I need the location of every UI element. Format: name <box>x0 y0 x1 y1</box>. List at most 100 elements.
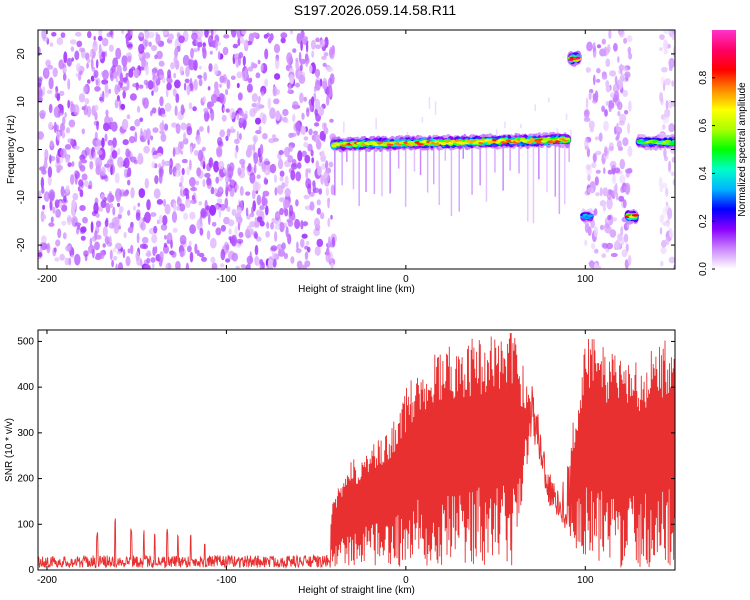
noise-blob <box>626 35 633 43</box>
noise-blob <box>110 121 118 132</box>
noise-blob <box>664 108 671 118</box>
noise-blob <box>185 262 190 269</box>
noise-blob <box>64 144 72 150</box>
noise-blob <box>323 126 329 135</box>
noise-blob <box>279 170 285 177</box>
noise-blob <box>278 249 286 257</box>
noise-blob <box>592 153 597 163</box>
noise-blob <box>594 248 599 254</box>
noise-blob <box>613 185 617 197</box>
noise-blob <box>215 176 219 184</box>
noise-blob <box>62 232 67 240</box>
noise-blob <box>215 227 222 236</box>
noise-blob <box>255 102 262 111</box>
noise-blob <box>122 65 128 72</box>
noise-blob <box>291 158 297 168</box>
y-axis-label: Frequency (Hz) <box>6 115 17 184</box>
noise-blob <box>236 71 243 79</box>
noise-blob <box>264 160 271 166</box>
noise-blob <box>242 113 248 121</box>
noise-blob <box>157 163 162 168</box>
noise-blob <box>43 161 48 169</box>
noise-blob <box>144 211 151 224</box>
colorbar-tick-label: 0.0 <box>698 262 709 276</box>
noise-blob <box>41 235 47 244</box>
noise-blob <box>209 50 213 55</box>
signal-streaks <box>334 97 572 224</box>
noise-blob <box>129 126 136 131</box>
noise-blob <box>95 138 101 147</box>
noise-blob <box>601 38 606 45</box>
colorbar-label: Normalized spectral amplitude <box>737 82 748 217</box>
noise-blob <box>305 241 310 246</box>
streak <box>548 97 550 103</box>
noise-blob <box>115 47 122 60</box>
noise-blob <box>319 212 325 220</box>
noise-blob <box>284 175 289 188</box>
noise-blob <box>295 57 299 62</box>
noise-blob <box>239 36 244 44</box>
noise-blob <box>668 256 675 264</box>
noise-blob <box>321 55 327 60</box>
noise-blob <box>202 179 206 188</box>
noise-blob <box>109 203 114 209</box>
noise-blob <box>609 70 617 77</box>
noise-blob <box>191 32 198 41</box>
noise-blob <box>223 34 230 39</box>
noise-blob <box>330 184 336 196</box>
noise-blob <box>317 165 322 176</box>
noise-blob <box>121 86 129 91</box>
noise-blob <box>111 259 114 268</box>
noise-blob <box>279 208 284 216</box>
noise-blob <box>236 130 240 141</box>
noise-blob <box>183 82 187 91</box>
noise-blob <box>159 74 163 79</box>
noise-blob <box>265 230 270 238</box>
noise-blob <box>601 73 608 80</box>
noise-blob <box>218 50 221 61</box>
y-tick-label: 0 <box>16 146 27 152</box>
noise-blob <box>627 167 633 174</box>
noise-blob <box>167 69 172 79</box>
streak <box>389 138 391 194</box>
noise-blob <box>295 121 301 131</box>
noise-blob <box>615 136 619 141</box>
noise-blob <box>180 122 187 131</box>
streak <box>428 97 431 109</box>
track-cell <box>498 138 506 142</box>
noise-blob <box>38 131 44 140</box>
noise-blob <box>313 130 318 135</box>
noise-blob <box>303 194 310 200</box>
noise-blob <box>305 168 309 180</box>
noise-blob <box>174 105 178 117</box>
noise-blob <box>583 117 591 122</box>
noise-blob <box>605 85 611 93</box>
noise-blob <box>599 187 603 197</box>
noise-blob <box>609 160 617 169</box>
noise-region-2 <box>658 30 675 269</box>
noise-blob <box>614 97 620 106</box>
noise-blob <box>665 187 669 197</box>
noise-blob <box>225 175 229 184</box>
noise-blob <box>329 118 334 123</box>
noise-blob <box>48 77 54 90</box>
noise-blob <box>64 112 67 118</box>
noise-blob <box>613 42 618 52</box>
noise-blob <box>615 192 619 201</box>
noise-blob <box>267 97 272 110</box>
noise-blob <box>168 165 173 176</box>
noise-blob <box>287 155 294 163</box>
noise-blob <box>323 171 330 183</box>
noise-blob <box>147 31 155 39</box>
y-tick-label: 20 <box>16 48 27 60</box>
noise-blob <box>204 199 208 210</box>
y-tick-label: 500 <box>17 336 34 347</box>
noise-blob <box>164 102 172 112</box>
noise-blob <box>79 164 86 172</box>
track-cell <box>527 140 533 144</box>
noise-blob <box>594 136 600 141</box>
noise-blob <box>594 176 599 186</box>
noise-blob <box>62 73 67 81</box>
x-tick-label: 0 <box>403 274 409 285</box>
noise-blob <box>595 192 600 197</box>
